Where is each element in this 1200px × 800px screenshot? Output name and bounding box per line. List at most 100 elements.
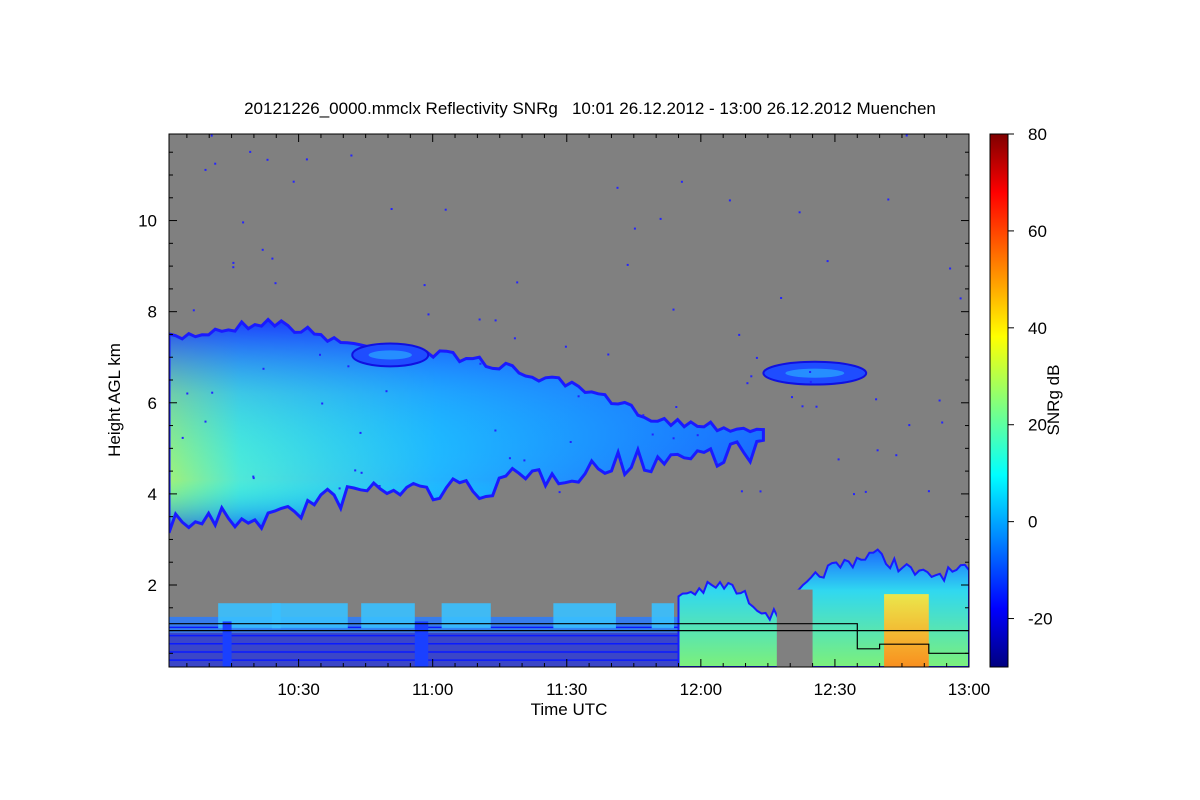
noise-pixel bbox=[359, 431, 362, 434]
noise-pixel bbox=[564, 345, 567, 348]
cloud-base-line bbox=[169, 629, 969, 654]
noise-pixel bbox=[680, 180, 683, 183]
noise-pixel bbox=[186, 392, 189, 395]
noise-pixel bbox=[494, 429, 497, 432]
noise-pixel bbox=[249, 150, 252, 153]
x-axis-label: Time UTC bbox=[531, 700, 608, 719]
y-tick-label: 10 bbox=[138, 212, 157, 231]
colorbar-tick-label: 20 bbox=[1028, 416, 1047, 435]
noise-pixel bbox=[746, 382, 749, 385]
noise-pixel bbox=[864, 490, 867, 493]
noise-pixel bbox=[274, 282, 277, 285]
noise-pixel bbox=[252, 475, 255, 478]
noise-pixel bbox=[444, 208, 447, 211]
noise-pixel bbox=[696, 434, 699, 437]
noise-pixel bbox=[826, 260, 829, 263]
x-tick-label: 13:00 bbox=[948, 680, 991, 699]
x-tick-label: 12:30 bbox=[814, 680, 857, 699]
colorbar-ticks: -20 0 20 40 60 80 bbox=[1008, 125, 1053, 629]
axis-ticks: 10:30 11:00 11:30 12:00 12:30 13:00 2 4 6 8 10 bbox=[138, 134, 990, 699]
x-tick-label: 11:00 bbox=[412, 680, 453, 699]
x-tick-label: 10:30 bbox=[277, 680, 320, 699]
noise-pixel bbox=[750, 375, 753, 378]
noise-pixel bbox=[347, 365, 350, 368]
y-tick-label: 4 bbox=[148, 485, 157, 504]
noise-pixel bbox=[626, 263, 629, 266]
echo-upper-fragment-2-core bbox=[785, 368, 845, 378]
noise-pixel bbox=[558, 491, 561, 494]
noise-pixel bbox=[780, 297, 783, 299]
noise-pixel bbox=[242, 221, 245, 224]
noise-pixel bbox=[354, 469, 357, 472]
noise-pixel bbox=[385, 390, 388, 393]
noise-pixel bbox=[616, 186, 619, 189]
noise-pixel bbox=[292, 180, 295, 183]
echo-fallstreak bbox=[222, 621, 232, 667]
noise-pixel bbox=[232, 261, 235, 264]
noise-pixel bbox=[516, 281, 519, 284]
noise-pixel bbox=[651, 433, 654, 436]
cloud-base-line-upper bbox=[169, 623, 969, 632]
noise-pixel bbox=[791, 396, 793, 399]
noise-pixel bbox=[478, 318, 481, 321]
noise-pixel bbox=[192, 309, 195, 312]
noise-pixel bbox=[232, 266, 235, 269]
noise-pixel bbox=[895, 454, 898, 457]
noise-pixel bbox=[740, 490, 743, 493]
noise-pixel bbox=[908, 424, 911, 427]
noise-pixel bbox=[619, 460, 622, 462]
noise-pixel bbox=[815, 405, 818, 408]
noise-pixel bbox=[887, 198, 890, 201]
noise-pixel bbox=[569, 441, 572, 443]
echo-low-cloud-cell bbox=[553, 603, 616, 629]
x-tick-label: 11:30 bbox=[546, 680, 587, 699]
noise-pixel bbox=[338, 487, 341, 490]
noise-pixel bbox=[715, 461, 718, 464]
noise-pixel bbox=[479, 362, 482, 365]
noise-pixel bbox=[266, 158, 269, 161]
noise-pixel bbox=[261, 248, 264, 251]
colorbar-tick-label: 80 bbox=[1028, 125, 1047, 144]
noise-pixel bbox=[305, 158, 308, 161]
noise-pixel bbox=[672, 437, 675, 440]
chart-title: 20121226_0000.mmclx Reflectivity SNRg 10… bbox=[244, 99, 936, 118]
noise-pixel bbox=[798, 211, 801, 214]
noise-pixel bbox=[759, 490, 762, 493]
noise-pixel bbox=[214, 162, 217, 165]
colorbar-label: SNRg dB bbox=[1044, 365, 1063, 436]
noise-pixel bbox=[938, 399, 941, 402]
noise-pixel bbox=[959, 297, 962, 300]
y-axis-label: Height AGL km bbox=[105, 343, 124, 457]
colorbar-tick-label: -20 bbox=[1028, 610, 1053, 629]
noise-pixel bbox=[321, 402, 324, 405]
noise-pixel bbox=[633, 227, 636, 230]
noise-pixel bbox=[390, 208, 393, 210]
echo-low-cloud-cell bbox=[271, 603, 348, 629]
noise-pixel bbox=[181, 436, 184, 439]
noise-pixel bbox=[642, 414, 645, 417]
y-tick-label: 6 bbox=[148, 394, 157, 413]
noise-pixel bbox=[672, 308, 675, 311]
noise-pixel bbox=[853, 493, 855, 496]
noise-pixel bbox=[801, 405, 804, 408]
noise-pixel bbox=[204, 168, 207, 171]
noise-pixel bbox=[494, 319, 497, 322]
noise-pixel bbox=[211, 391, 214, 394]
echo-upper-cloud-shading bbox=[169, 319, 764, 533]
y-tick-label: 2 bbox=[148, 576, 157, 595]
colorbar bbox=[989, 133, 1009, 668]
noise-pixel bbox=[875, 398, 878, 401]
noise-pixel bbox=[876, 449, 879, 452]
noise-pixel bbox=[319, 353, 321, 356]
noise-pixel bbox=[360, 471, 363, 474]
noise-pixel bbox=[837, 458, 840, 461]
y-tick-label: 8 bbox=[148, 303, 157, 322]
noise-pixel bbox=[809, 371, 812, 373]
noise-pixel bbox=[252, 477, 255, 480]
plot-frame bbox=[168, 133, 970, 668]
colorbar-tick-label: 0 bbox=[1028, 513, 1037, 532]
echo-layer bbox=[169, 134, 969, 667]
noise-pixel bbox=[350, 154, 353, 157]
noise-pixel bbox=[738, 333, 741, 336]
